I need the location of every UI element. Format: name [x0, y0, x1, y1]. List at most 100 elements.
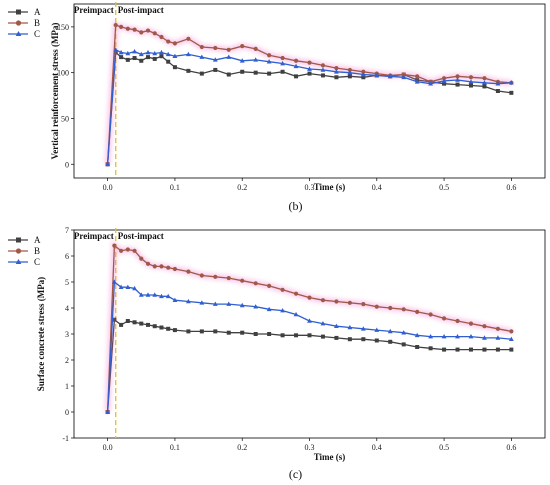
data-point-b: [139, 30, 144, 35]
data-point-b: [280, 55, 285, 61]
legend-marker: [15, 31, 22, 36]
data-point-a: [125, 319, 130, 323]
data-point-c: [199, 300, 205, 305]
data-point-c: [132, 285, 137, 291]
data-point-b: [334, 299, 339, 304]
data-point-c: [428, 334, 434, 339]
data-point-c: [145, 292, 151, 297]
data-point-b: [240, 278, 245, 283]
legend-label-c: C: [34, 29, 40, 39]
data-point-a: [374, 338, 379, 343]
data-point-c: [266, 59, 272, 64]
data-point-a: [307, 333, 312, 338]
data-point-a: [334, 335, 339, 340]
data-point-b: [388, 305, 393, 311]
y-tick-label: 5: [65, 278, 69, 287]
data-point-c: [347, 70, 353, 75]
data-point-b: [415, 74, 420, 79]
data-point-b: [280, 287, 285, 292]
data-point-b: [152, 264, 157, 269]
y-tick-label: 2: [65, 356, 69, 365]
data-point-a: [186, 68, 191, 73]
data-point-b: [428, 312, 433, 317]
data-point-b: [401, 307, 406, 312]
data-point-a: [415, 345, 420, 349]
data-point-c: [280, 60, 285, 66]
data-point-a: [320, 73, 325, 78]
data-point-c: [105, 161, 111, 167]
data-point-a: [495, 89, 500, 93]
data-point-b: [139, 256, 144, 261]
data-point-c: [118, 49, 124, 55]
data-point-a: [199, 329, 204, 334]
series-line-b: [106, 24, 512, 165]
data-point-a: [307, 71, 312, 76]
data-point-a: [166, 59, 171, 64]
y-tick-label: 150: [57, 23, 69, 32]
y-tick-label: 50: [61, 114, 69, 123]
data-point-c: [320, 67, 326, 72]
data-point-a: [146, 55, 151, 60]
data-point-b: [125, 26, 130, 31]
postimpact-label: Post-impact: [118, 231, 164, 241]
data-point-a: [240, 330, 245, 335]
data-point-a: [482, 84, 487, 89]
data-point-a: [509, 347, 514, 352]
data-point-b: [495, 326, 500, 331]
data-point-c: [414, 332, 420, 338]
data-point-a: [388, 339, 393, 344]
data-point-b: [132, 27, 137, 32]
data-point-c: [374, 72, 380, 78]
data-point-c: [307, 318, 312, 323]
data-point-a: [361, 337, 366, 342]
data-point-c: [212, 301, 218, 306]
postimpact-label: Post-impact: [118, 5, 164, 15]
data-point-b: [455, 74, 460, 79]
y-tick-label: 100: [57, 69, 69, 78]
data-point-a: [213, 329, 218, 334]
y-tick-label: 0: [65, 160, 69, 169]
x-tick-label: 0.4: [372, 183, 382, 192]
panel-label: (c): [289, 467, 302, 481]
x-tick-label: 0.3: [305, 183, 315, 192]
data-point-c: [125, 50, 131, 56]
data-point-c: [441, 334, 447, 339]
data-point-c: [105, 409, 111, 414]
data-point-c: [152, 292, 158, 297]
data-point-b: [347, 300, 352, 305]
x-tick-label: 0.2: [237, 183, 247, 192]
data-point-a: [294, 333, 299, 338]
data-point-c: [239, 58, 245, 63]
x-tick-label: 0.1: [170, 443, 180, 452]
data-point-a: [280, 69, 285, 74]
data-point-a: [152, 56, 157, 61]
data-point-c: [199, 54, 205, 59]
data-point-c: [347, 324, 353, 330]
data-point-a: [347, 74, 352, 79]
data-point-a: [442, 81, 447, 86]
data-point-a: [172, 65, 177, 70]
data-point-a: [334, 75, 339, 80]
data-point-c: [360, 71, 366, 77]
y-tick-label: 6: [65, 252, 69, 261]
data-point-c: [387, 328, 393, 334]
data-point-b: [172, 266, 178, 272]
data-point-b: [152, 31, 157, 36]
data-point-c: [125, 284, 131, 289]
data-point-b: [307, 60, 312, 65]
data-point-b: [361, 69, 366, 74]
x-axis-label: Time (s): [314, 182, 346, 192]
preimpact-label: Preimpact: [74, 231, 114, 241]
data-point-b: [482, 76, 487, 81]
data-point-b: [166, 39, 171, 44]
data-point-b: [145, 28, 151, 33]
data-point-b: [455, 318, 460, 324]
legend-marker: [16, 9, 21, 15]
data-point-c: [226, 301, 232, 306]
data-point-c: [468, 79, 474, 84]
panel-label: (b): [289, 199, 303, 213]
data-point-b: [441, 316, 447, 321]
data-point-b: [267, 53, 272, 58]
data-point-c: [414, 79, 420, 84]
data-point-c: [165, 51, 171, 57]
